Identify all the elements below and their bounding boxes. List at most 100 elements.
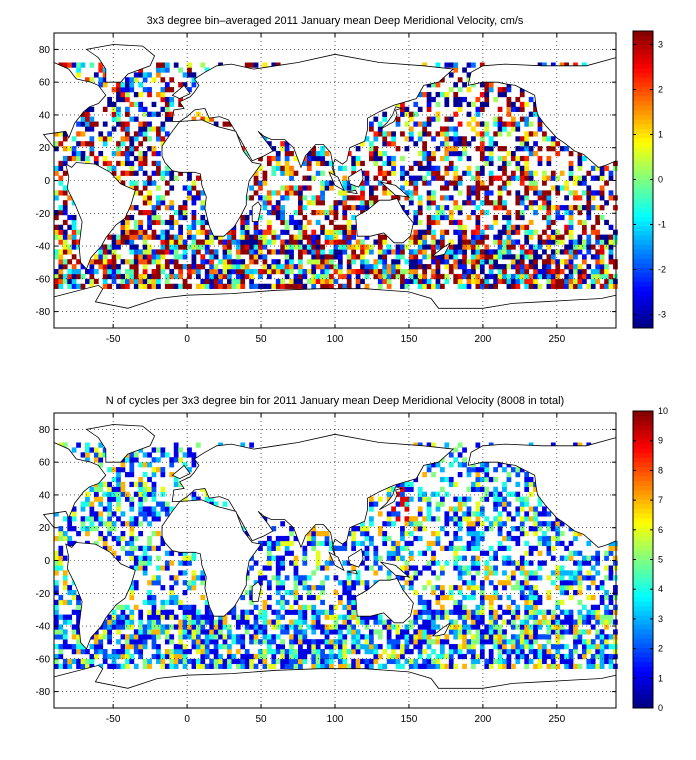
- bin-cell: [462, 624, 467, 630]
- bin-cell: [262, 619, 268, 625]
- bin-cell: [133, 269, 139, 275]
- bin-cell: [493, 200, 498, 206]
- bin-cell: [537, 496, 543, 502]
- bin-cell: [515, 653, 521, 660]
- bin-cell: [231, 634, 237, 640]
- bin-cell: [524, 476, 530, 483]
- bin-cell: [160, 585, 166, 591]
- bin-cell: [182, 249, 188, 255]
- bin-cell: [302, 560, 308, 566]
- bin-cell: [599, 644, 605, 650]
- bin-cell: [289, 653, 294, 660]
- bin-cell: [457, 585, 463, 591]
- bin-cell: [337, 644, 343, 650]
- bin-cell: [54, 249, 59, 255]
- bin-cell: [187, 629, 192, 635]
- bin-cell: [488, 283, 494, 289]
- bin-cell: [116, 254, 121, 260]
- colorbar-swatch: [633, 578, 653, 584]
- bin-cell: [533, 516, 538, 522]
- bin-cell: [151, 278, 157, 285]
- bin-cell: [324, 229, 330, 235]
- bin-cell: [173, 594, 179, 601]
- bin-cell: [351, 259, 357, 265]
- bin-cell: [240, 644, 246, 650]
- bin-cell: [355, 570, 361, 576]
- bin-cell: [116, 614, 121, 620]
- bin-cell: [386, 535, 392, 542]
- bin-cell: [515, 165, 521, 171]
- bin-cell: [164, 663, 170, 669]
- bin-cell: [386, 273, 392, 280]
- bin-cell: [227, 653, 232, 660]
- bin-cell: [395, 249, 401, 255]
- bin-cell: [426, 565, 432, 571]
- bin-cell: [386, 141, 392, 147]
- bin-cell: [98, 442, 104, 448]
- bin-cell: [173, 249, 179, 255]
- bin-cell: [493, 259, 498, 265]
- bin-cell: [342, 244, 348, 250]
- bin-cell: [275, 580, 281, 586]
- bin-cell: [191, 180, 197, 186]
- bin-cell: [62, 264, 68, 270]
- bin-cell: [515, 214, 521, 221]
- bin-cell: [524, 644, 530, 650]
- bin-cell: [497, 87, 503, 93]
- bin-cell: [164, 180, 170, 186]
- bin-cell: [111, 614, 117, 620]
- bin-cell: [404, 244, 410, 250]
- bin-cell: [289, 269, 294, 275]
- bin-cell: [360, 180, 365, 186]
- bin-cell: [484, 560, 490, 566]
- bin-cell: [524, 575, 530, 581]
- bin-cell: [156, 170, 161, 176]
- bin-cell: [422, 229, 427, 235]
- bin-cell: [200, 254, 206, 260]
- bin-cell: [448, 653, 454, 660]
- bin-cell: [377, 663, 383, 669]
- bin-cell: [484, 259, 490, 265]
- bin-cell: [320, 170, 325, 176]
- bin-cell: [275, 205, 281, 211]
- bin-cell: [142, 87, 148, 93]
- bin-cell: [116, 481, 121, 488]
- bin-cell: [182, 462, 188, 468]
- bin-cell: [431, 663, 436, 669]
- bin-cell: [479, 619, 485, 625]
- bin-cell: [111, 239, 117, 245]
- bin-cell: [564, 283, 569, 289]
- bin-cell: [604, 550, 609, 556]
- bin-cells: [54, 62, 618, 289]
- bin-cell: [280, 644, 286, 650]
- bin-cell: [151, 575, 157, 581]
- bin-cell: [346, 531, 352, 537]
- bin-cell: [195, 639, 201, 645]
- bin-cell: [191, 72, 197, 78]
- bin-cell: [351, 545, 357, 551]
- bin-cell: [320, 180, 325, 186]
- bin-cell: [253, 254, 259, 260]
- bin-cell: [573, 535, 578, 542]
- bin-cell: [581, 224, 587, 230]
- bin-cell: [280, 521, 286, 527]
- bin-cell: [608, 234, 614, 240]
- bin-cell: [151, 481, 157, 488]
- bin-cell: [422, 496, 427, 502]
- bin-cell: [604, 624, 609, 630]
- bin-cell: [537, 511, 543, 517]
- bin-cell: [54, 229, 59, 235]
- bin-cell: [54, 590, 59, 596]
- bin-cell: [528, 624, 534, 630]
- bin-cell: [191, 239, 197, 245]
- bin-cell: [266, 190, 272, 196]
- bin-cell: [235, 619, 241, 625]
- bin-cell: [542, 136, 547, 142]
- bin-cell: [169, 259, 175, 265]
- bin-cell: [258, 273, 263, 280]
- bin-cell: [515, 175, 521, 181]
- colorbar-swatch: [633, 221, 653, 227]
- bin-cell: [555, 634, 561, 640]
- bin-cell: [204, 599, 210, 606]
